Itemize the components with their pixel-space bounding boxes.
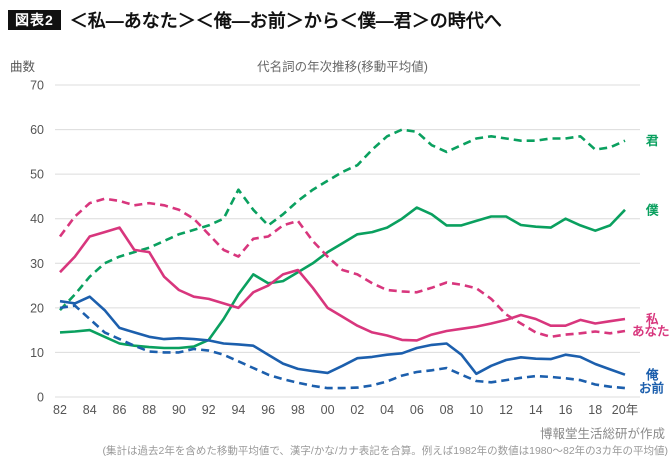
x-tick-label: 02: [350, 403, 364, 417]
series-label-僕: 僕: [645, 202, 659, 217]
x-tick-label: 12: [499, 403, 513, 417]
x-tick-label: 06: [410, 403, 424, 417]
footnote: (集計は過去2年を含めた移動平均値で、漢字/かな/カナ表記を合算。例えば1982…: [102, 445, 668, 457]
y-tick-label: 70: [30, 79, 44, 93]
figure-header: 図表2 ＜私―あなた＞＜俺―お前＞から＜僕―君＞の時代へ: [8, 7, 502, 33]
y-tick-label: 10: [30, 346, 44, 360]
x-tick-label: 16: [559, 403, 573, 417]
series-line-あなた: [58, 197, 626, 339]
y-tick-label: 0: [37, 391, 44, 405]
figure-title: ＜私―あなた＞＜俺―お前＞から＜僕―君＞の時代へ: [69, 11, 502, 31]
y-tick-label: 60: [30, 123, 44, 137]
series-label-私: 私: [645, 312, 659, 327]
x-tick-label: 98: [291, 403, 305, 417]
x-tick-label: 96: [261, 403, 275, 417]
x-tick-label: 86: [113, 403, 127, 417]
series-label-あなた: あなた: [632, 325, 670, 339]
x-tick-label: 84: [83, 403, 97, 417]
x-tick-label: 00: [321, 403, 335, 417]
y-axis-unit-label: 曲数: [10, 60, 36, 74]
y-tick-label: 20: [30, 301, 44, 315]
x-tick-label: 18: [588, 403, 602, 417]
series-label-お前: お前: [639, 381, 665, 396]
series-line-お前: [59, 304, 626, 390]
x-tick-label: 92: [202, 403, 216, 417]
series-line-私: [59, 226, 626, 342]
series-label-君: 君: [645, 134, 659, 148]
x-tick-label: 90: [172, 403, 186, 417]
series-line-君: [59, 128, 626, 311]
y-tick-label: 40: [30, 212, 44, 226]
y-tick-label: 50: [30, 168, 44, 182]
figure-number-badge: 図表2: [8, 10, 61, 30]
y-tick-label: 30: [30, 257, 44, 271]
x-tick-label: 82: [53, 403, 67, 417]
x-tick-label: 20年: [612, 403, 638, 417]
x-tick-label: 08: [440, 403, 454, 417]
x-tick-label: 88: [142, 403, 156, 417]
chart-subtitle: 代名詞の年次推移(移動平均値): [257, 60, 428, 74]
source-credit: 博報堂生活総研が作成: [539, 427, 665, 441]
x-tick-label: 94: [231, 403, 245, 417]
series-line-俺: [59, 295, 626, 376]
x-tick-label: 04: [380, 403, 394, 417]
series-label-俺: 俺: [645, 367, 659, 382]
series-line-僕: [59, 206, 626, 350]
x-tick-label: 14: [529, 403, 543, 417]
x-tick-label: 10: [469, 403, 483, 417]
